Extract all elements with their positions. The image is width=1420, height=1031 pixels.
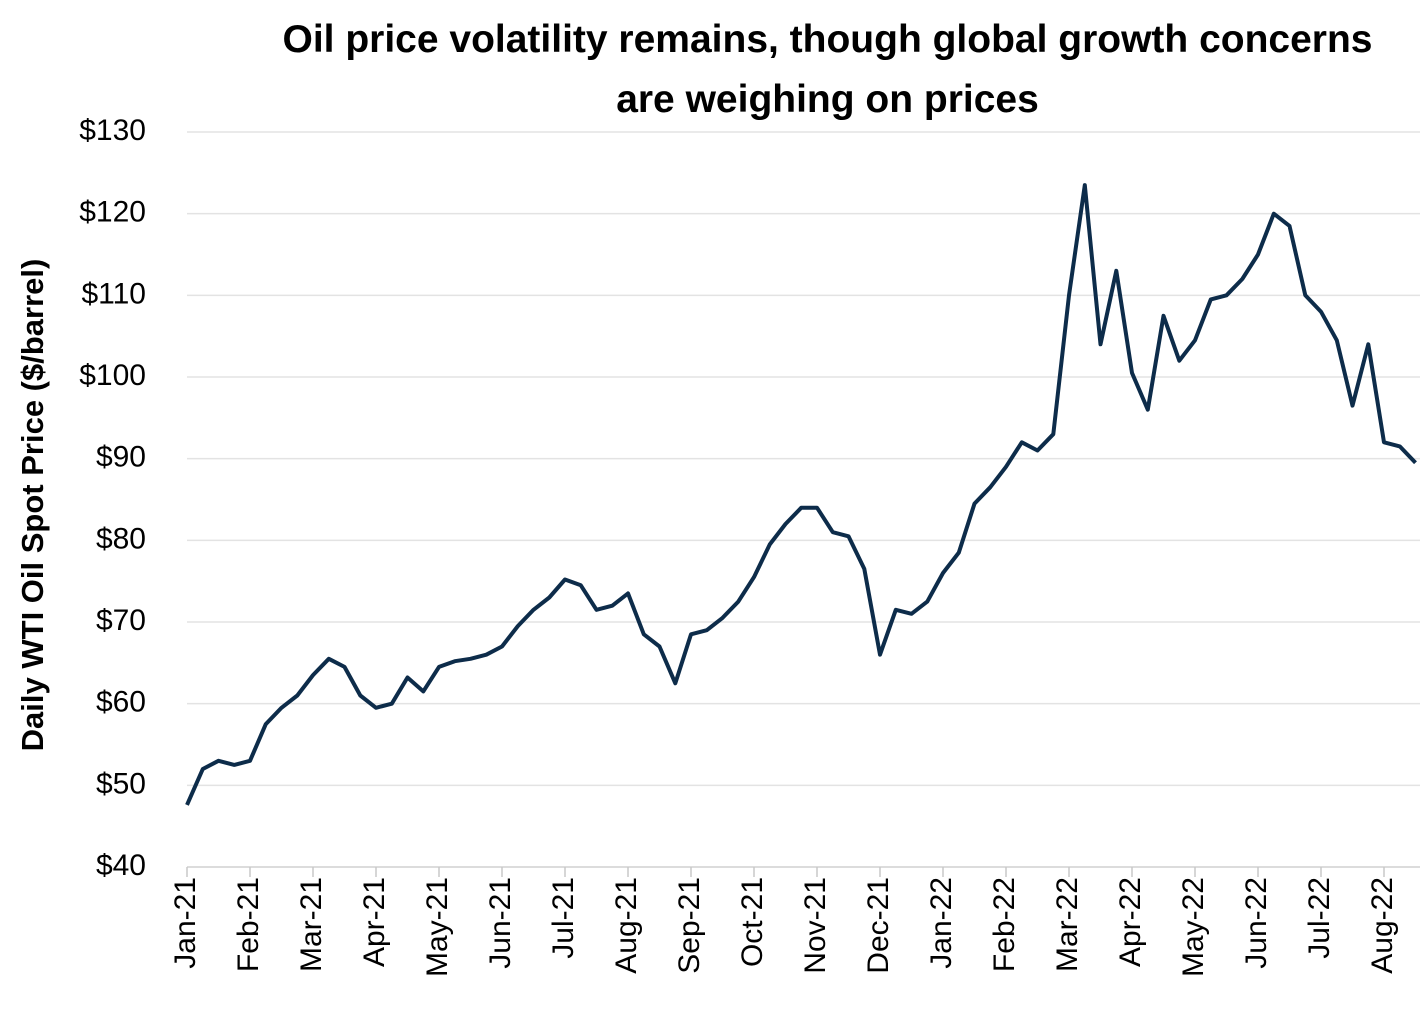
- x-tick-label: Jan-21: [169, 877, 202, 969]
- y-tick-label: $80: [96, 522, 146, 555]
- x-tick-label: Jul-22: [1303, 877, 1336, 959]
- x-tick-label: Jun-22: [1240, 877, 1273, 969]
- line: [185, 183, 1417, 806]
- x-tick-label: Apr-21: [358, 877, 391, 967]
- y-tick-label: $70: [96, 604, 146, 637]
- y-tick-label: $120: [79, 196, 146, 229]
- x-tick-label: Oct-21: [736, 877, 769, 967]
- x-tick-label: Jun-21: [484, 877, 517, 969]
- x-tick-label: Aug-21: [610, 877, 643, 974]
- y-tick-label: $60: [96, 686, 146, 719]
- x-tick-label: Mar-21: [295, 877, 328, 972]
- x-tick-label: Dec-21: [862, 877, 895, 974]
- x-tick-label: Jan-22: [925, 877, 958, 969]
- x-tick-label: Sep-21: [673, 877, 706, 974]
- x-tick-label: Mar-22: [1051, 877, 1084, 972]
- x-tick-label: Feb-22: [988, 877, 1021, 972]
- x-tick-label: May-21: [421, 877, 454, 977]
- x-tick-label: Aug-22: [1366, 877, 1399, 974]
- y-tick-label: $90: [96, 441, 146, 474]
- y-tick-label: $100: [79, 359, 146, 392]
- y-tick-label: $40: [96, 849, 146, 882]
- y-tick-label: $50: [96, 767, 146, 800]
- x-tick-label: Feb-21: [232, 877, 265, 972]
- x-tick-label: Apr-22: [1114, 877, 1147, 967]
- x-tick-label: Nov-21: [799, 877, 832, 974]
- y-tick-label: $110: [81, 277, 146, 310]
- y-tick-label: $130: [79, 114, 146, 147]
- chart-title: Oil price volatility remains, though glo…: [282, 18, 1373, 121]
- x-tick-label: Jul-21: [547, 877, 580, 959]
- x-tick-label: May-22: [1177, 877, 1210, 977]
- y-axis-title: Daily WTI Oil Spot Price ($/barrel): [15, 259, 50, 752]
